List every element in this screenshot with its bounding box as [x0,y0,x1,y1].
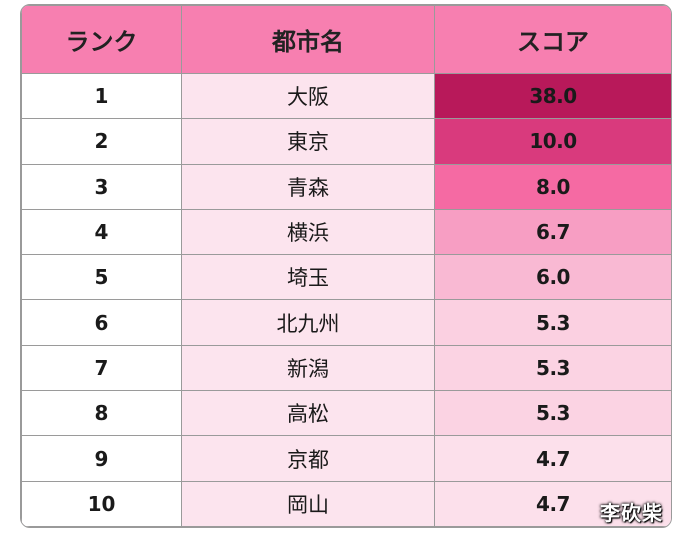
city-cell: 高松 [181,390,435,437]
score-cell: 5.3 [434,299,671,346]
score-cell: 10.0 [434,118,671,165]
city-cell: 大阪 [181,72,435,120]
score-cell: 6.7 [434,208,671,256]
rank-cell: 1 [21,72,182,120]
city-cell: 青森 [181,163,435,210]
table-row: 5 埼玉 6.0 [21,254,671,301]
rank-cell: 6 [21,299,182,346]
rank-cell: 2 [21,118,182,165]
header-score: スコア [434,5,671,74]
city-cell: 新潟 [181,344,435,392]
table-body: 1 大阪 38.0 2 東京 10.0 3 青森 8.0 4 横浜 6. [21,72,671,527]
table-row: 8 高松 5.3 [21,390,671,437]
rank-cell: 5 [21,254,182,301]
table-header-row: ランク 都市名 スコア [21,5,671,74]
city-cell: 京都 [181,435,435,482]
city-cell: 岡山 [181,480,435,527]
rank-cell: 7 [21,344,182,392]
rank-cell: 10 [21,480,182,527]
table-row: 3 青森 8.0 [21,163,671,210]
table-row: 2 東京 10.0 [21,118,671,165]
header-rank: ランク [21,5,182,74]
table-row: 4 横浜 6.7 [21,208,671,256]
score-cell: 5.3 [434,344,671,392]
score-cell: 6.0 [434,254,671,301]
ranking-table: ランク 都市名 スコア 1 大阪 38.0 2 東京 10.0 3 [21,5,671,527]
table-row: 1 大阪 38.0 [21,72,671,120]
rank-cell: 8 [21,390,182,437]
rank-cell: 4 [21,208,182,256]
score-cell: 4.7 [434,435,671,482]
rank-cell: 9 [21,435,182,482]
watermark: 李砍柴 [600,501,663,525]
city-cell: 埼玉 [181,254,435,301]
score-cell: 4.7 [434,480,671,527]
rank-cell: 3 [21,163,182,210]
city-cell: 横浜 [181,208,435,256]
table-row: 6 北九州 5.3 [21,299,671,346]
table-row: 10 岡山 4.7 [21,480,671,527]
score-cell: 5.3 [434,390,671,437]
city-cell: 東京 [181,118,435,165]
ranking-table-container: ランク 都市名 スコア 1 大阪 38.0 2 東京 10.0 3 [20,4,672,528]
table-row: 9 京都 4.7 [21,435,671,482]
header-city: 都市名 [181,5,435,74]
city-cell: 北九州 [181,299,435,346]
score-cell: 38.0 [434,72,671,120]
table-row: 7 新潟 5.3 [21,344,671,392]
score-cell: 8.0 [434,163,671,210]
